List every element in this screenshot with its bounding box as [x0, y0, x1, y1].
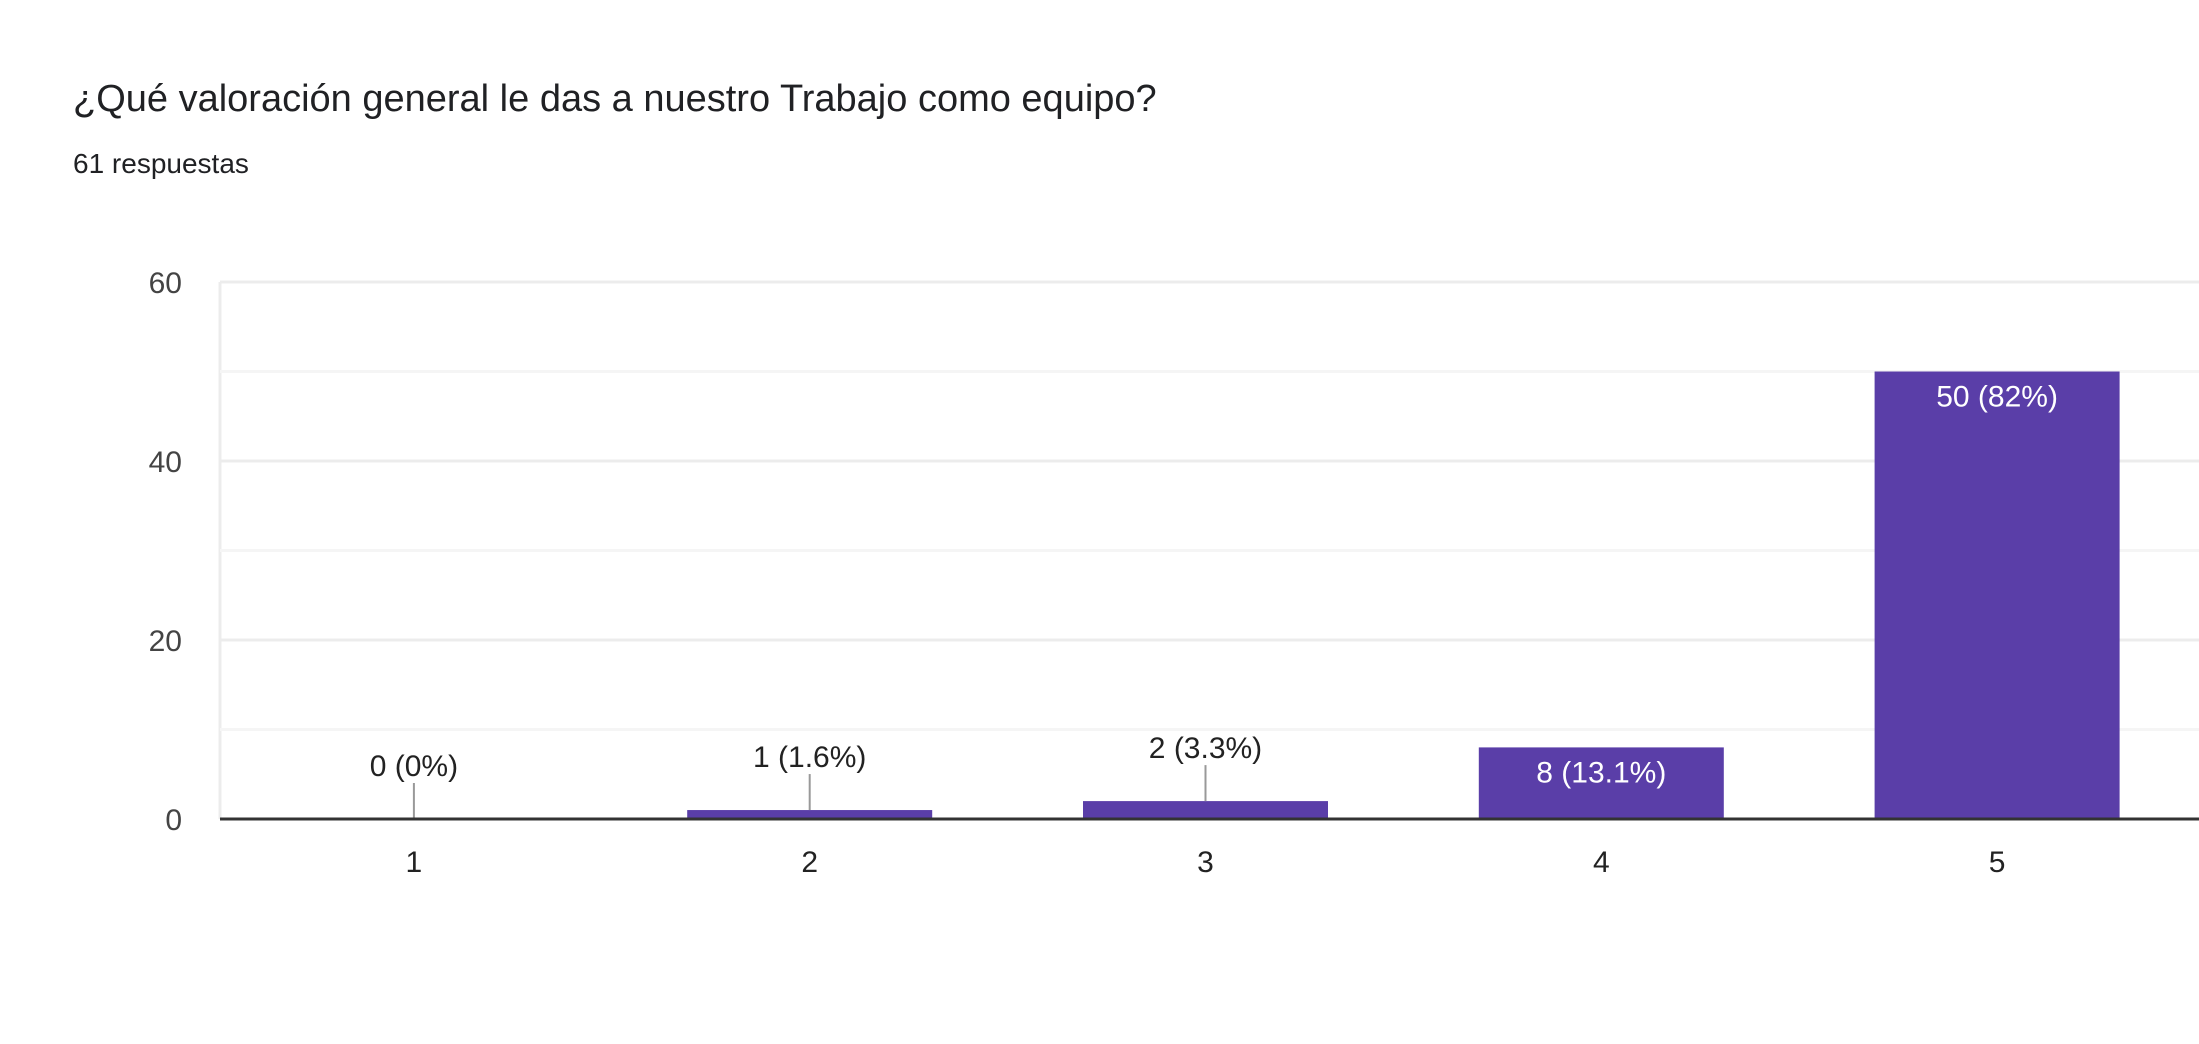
data-label: 2 (3.3%) — [1149, 732, 1262, 765]
x-tick-label: 1 — [406, 846, 423, 879]
x-tick-label: 3 — [1197, 846, 1214, 879]
data-label: 1 (1.6%) — [753, 741, 866, 774]
bar-5 — [1874, 371, 2120, 819]
y-tick-label: 20 — [149, 625, 182, 658]
x-tick-label: 4 — [1593, 846, 1610, 879]
bar-3 — [1083, 801, 1328, 819]
data-label: 50 (82%) — [1936, 381, 2058, 414]
y-tick-label: 40 — [149, 446, 182, 479]
y-tick-label: 60 — [149, 267, 182, 300]
bar-2 — [687, 810, 933, 819]
chart-title: ¿Qué valoración general le das a nuestro… — [73, 78, 1157, 120]
data-label: 0 (0%) — [370, 750, 458, 783]
x-tick-label: 5 — [1989, 846, 2006, 879]
y-tick-label: 0 — [165, 804, 182, 837]
x-tick-label: 2 — [801, 846, 818, 879]
bar-4 — [1478, 747, 1724, 819]
data-label: 8 (13.1%) — [1536, 756, 1666, 789]
response-count: 61 respuestas — [73, 148, 249, 179]
